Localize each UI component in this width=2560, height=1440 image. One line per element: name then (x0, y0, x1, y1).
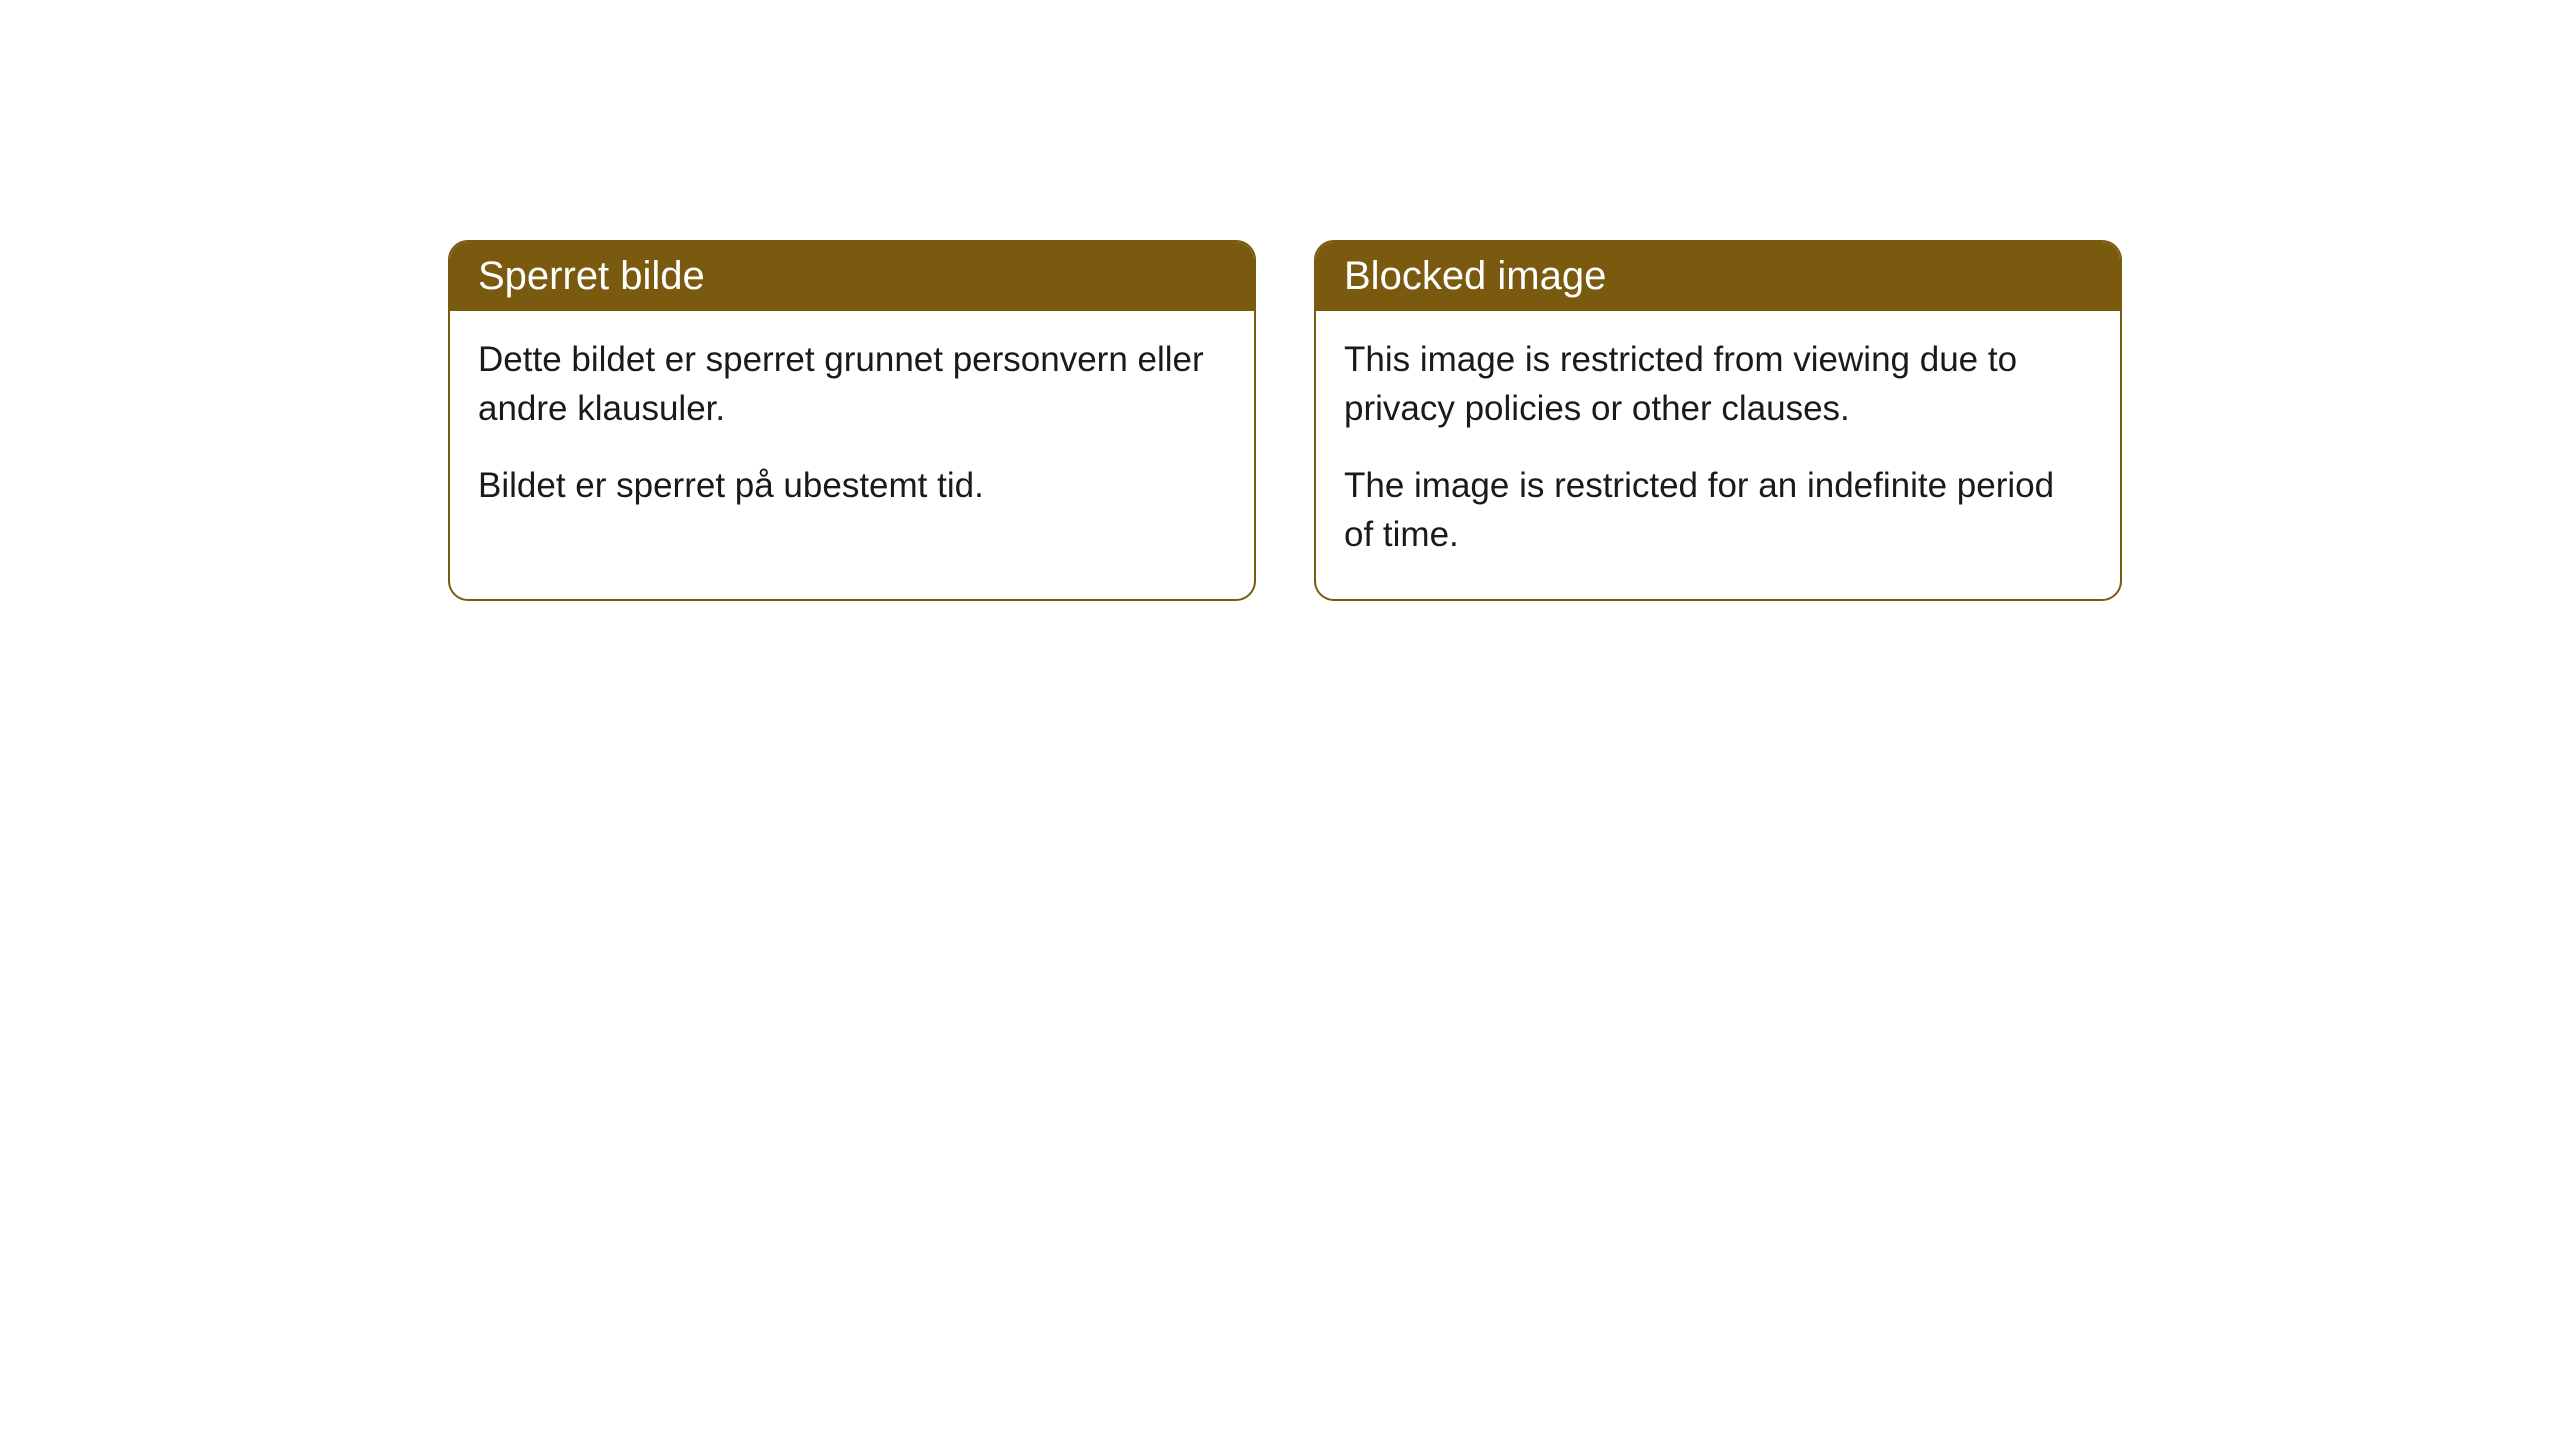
card-paragraph: Bildet er sperret på ubestemt tid. (478, 461, 1226, 510)
card-title: Blocked image (1344, 254, 1606, 298)
card-body: This image is restricted from viewing du… (1316, 311, 2120, 599)
card-paragraph: Dette bildet er sperret grunnet personve… (478, 335, 1226, 433)
card-header: Blocked image (1316, 242, 2120, 311)
card-title: Sperret bilde (478, 254, 705, 298)
notice-cards-container: Sperret bilde Dette bildet er sperret gr… (448, 240, 2122, 601)
card-paragraph: This image is restricted from viewing du… (1344, 335, 2092, 433)
blocked-image-card-english: Blocked image This image is restricted f… (1314, 240, 2122, 601)
card-body: Dette bildet er sperret grunnet personve… (450, 311, 1254, 550)
blocked-image-card-norwegian: Sperret bilde Dette bildet er sperret gr… (448, 240, 1256, 601)
card-paragraph: The image is restricted for an indefinit… (1344, 461, 2092, 559)
card-header: Sperret bilde (450, 242, 1254, 311)
